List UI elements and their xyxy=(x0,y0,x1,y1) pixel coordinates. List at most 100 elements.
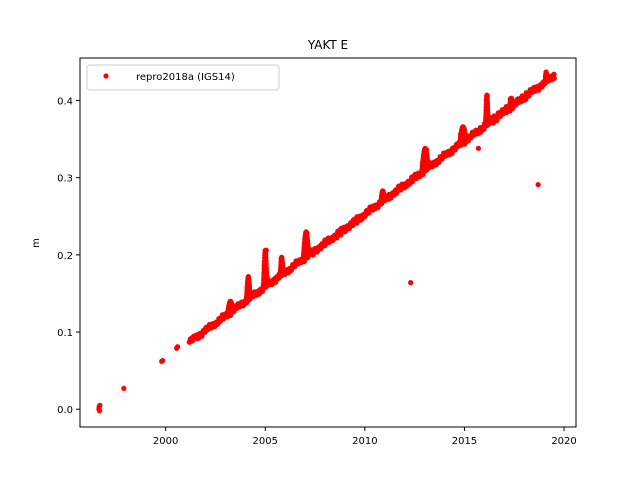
chart-title: YAKT E xyxy=(307,38,348,52)
data-point xyxy=(318,246,324,252)
data-point xyxy=(370,207,376,213)
data-points xyxy=(96,69,557,414)
y-tick-label: 0.1 xyxy=(57,328,73,339)
data-point xyxy=(256,287,262,293)
data-point xyxy=(264,275,270,281)
data-point xyxy=(390,192,396,198)
plot-frame xyxy=(79,57,577,428)
data-point xyxy=(491,113,497,119)
x-tick-label: 2015 xyxy=(452,436,477,447)
data-point xyxy=(485,110,491,116)
data-point xyxy=(300,258,306,264)
data-point xyxy=(248,293,254,300)
data-point xyxy=(485,121,491,127)
x-tick-label: 2005 xyxy=(253,436,278,447)
data-point xyxy=(246,283,252,289)
data-point xyxy=(477,124,483,131)
data-point xyxy=(418,172,424,178)
data-point xyxy=(192,333,199,339)
data-point xyxy=(224,314,231,320)
data-point xyxy=(304,230,310,236)
y-tick-label: 0.2 xyxy=(57,251,73,262)
data-point xyxy=(263,258,269,264)
data-point xyxy=(238,302,244,308)
data-point xyxy=(284,269,290,275)
data-point xyxy=(226,304,232,310)
data-point xyxy=(543,70,549,77)
data-point xyxy=(457,131,464,138)
data-point xyxy=(262,252,268,258)
x-tick-label: 2010 xyxy=(352,436,377,447)
x-tick-label: 2000 xyxy=(153,436,178,447)
data-point xyxy=(362,213,368,219)
data-point xyxy=(408,280,414,286)
y-tick-label: 0.3 xyxy=(57,174,73,185)
data-point xyxy=(276,271,282,277)
data-point xyxy=(296,259,302,266)
data-point xyxy=(350,222,356,229)
data-point xyxy=(531,84,537,90)
data-point xyxy=(234,305,240,311)
data-point xyxy=(302,240,308,246)
data-point xyxy=(342,229,348,235)
data-point xyxy=(208,324,215,330)
data-point xyxy=(425,162,432,168)
data-point xyxy=(252,290,258,297)
data-point xyxy=(175,344,181,350)
data-point xyxy=(386,196,392,202)
data-point xyxy=(212,321,219,327)
y-tick-label: 0.0 xyxy=(57,405,73,416)
data-point xyxy=(484,93,490,99)
data-point xyxy=(453,142,460,148)
data-point xyxy=(97,402,103,408)
data-point xyxy=(160,358,166,364)
data-point xyxy=(499,107,505,113)
data-point xyxy=(260,283,266,289)
data-point xyxy=(380,190,386,196)
data-point xyxy=(326,239,332,246)
data-point xyxy=(406,182,412,188)
data-point xyxy=(314,248,320,254)
data-point xyxy=(398,187,404,193)
data-point xyxy=(354,220,360,226)
data-point xyxy=(334,235,340,241)
y-tick-label: 0.4 xyxy=(57,96,73,107)
data-point xyxy=(196,330,203,337)
data-point xyxy=(449,145,456,151)
data-point xyxy=(483,97,489,104)
data-point xyxy=(422,151,428,158)
data-point xyxy=(495,110,501,116)
data-point xyxy=(414,175,420,182)
data-point xyxy=(306,252,312,258)
data-point xyxy=(272,275,278,281)
data-point xyxy=(465,136,472,142)
data-point xyxy=(264,282,270,288)
data-point xyxy=(394,190,400,196)
data-point xyxy=(429,161,436,167)
data-point xyxy=(204,327,211,333)
data-point xyxy=(230,306,236,312)
y-axis-label: m xyxy=(31,238,42,248)
data-point xyxy=(338,232,344,238)
legend-marker xyxy=(103,73,109,79)
data-point xyxy=(441,151,448,158)
data-point xyxy=(96,408,103,414)
data-point xyxy=(541,79,547,85)
data-point xyxy=(485,107,491,112)
data-point xyxy=(433,158,440,164)
data-point xyxy=(382,198,388,204)
data-point xyxy=(445,148,452,155)
data-point xyxy=(263,247,269,253)
data-point xyxy=(358,217,364,223)
data-point xyxy=(261,263,267,270)
data-point xyxy=(378,199,384,205)
data-point xyxy=(228,300,234,306)
data-point xyxy=(216,319,223,325)
data-point xyxy=(487,114,493,121)
x-tick-label: 2020 xyxy=(551,436,576,447)
data-point xyxy=(481,121,487,127)
data-point xyxy=(410,178,416,185)
data-point xyxy=(503,104,509,110)
data-point xyxy=(306,248,312,254)
